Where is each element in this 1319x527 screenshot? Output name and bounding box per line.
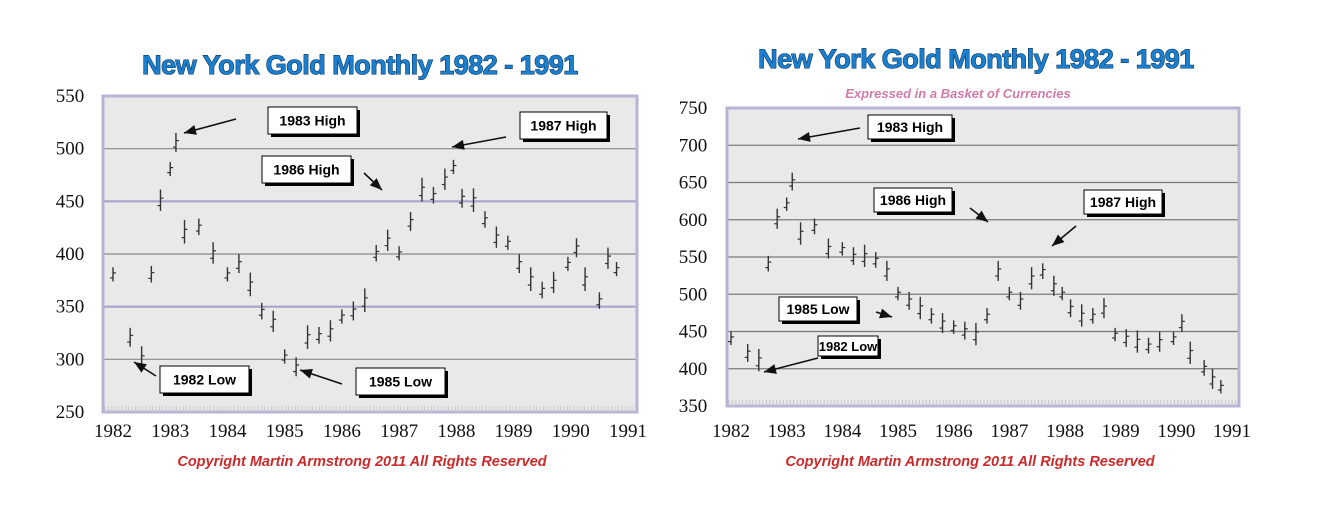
left-grid xyxy=(101,94,639,414)
annotation-box xyxy=(159,365,250,394)
annotation-label: 1982 Low xyxy=(173,372,236,388)
plot-frame xyxy=(725,106,1241,408)
right-annotations: 1983 High 1986 High 1987 High 1985 Low 1982 … xyxy=(763,114,1165,374)
x-tick-label: 1982 xyxy=(712,421,750,442)
right-chart-subtitle: Expressed in a Basket of Currencies xyxy=(845,86,1070,101)
x-tick-label: 1987 xyxy=(380,421,418,442)
annotation-box xyxy=(778,296,858,322)
x-tick-label: 1983 xyxy=(151,421,189,442)
x-tick-label: 1982 xyxy=(94,421,132,442)
x-tick-label: 1985 xyxy=(879,421,917,442)
annotation-label: 1987 High xyxy=(1090,194,1156,210)
right-copyright: Copyright Martin Armstrong 2011 All Righ… xyxy=(785,454,1155,470)
arrowhead-icon xyxy=(764,364,777,374)
left-y-axis: 550 500 450 400 350 300 250 xyxy=(56,86,85,423)
x-tick-label: 1985 xyxy=(266,421,304,442)
annotation-box xyxy=(867,114,953,140)
x-tick-label: 1984 xyxy=(823,421,862,442)
annotation-label: 1986 High xyxy=(273,162,339,178)
x-tick-label: 1989 xyxy=(1102,421,1140,442)
right-x-axis: 1982 1983 1984 1985 1986 1987 1988 1989 1990 1991 xyxy=(712,421,1251,442)
y-tick-label: 500 xyxy=(56,139,85,160)
y-tick-label: 700 xyxy=(679,135,708,156)
x-tick-label: 1986 xyxy=(323,421,361,442)
annotation-label: 1985 Low xyxy=(786,301,849,317)
x-tick-label: 1990 xyxy=(552,421,590,442)
x-tick-label: 1988 xyxy=(1046,421,1084,442)
right-price-bars xyxy=(728,172,1224,394)
annotation-label: 1982 Low xyxy=(819,339,878,354)
x-tick-label: 1986 xyxy=(935,421,973,442)
y-tick-label: 550 xyxy=(56,86,85,107)
annotation-box xyxy=(261,155,352,184)
left-copyright: Copyright Martin Armstrong 2011 All Righ… xyxy=(177,454,547,470)
right-chart: New York Gold Monthly 1982 - 1991 Expres… xyxy=(679,43,1251,470)
right-y-axis: 750 700 650 600 550 500 450 400 350 xyxy=(679,98,708,417)
left-chart: New York Gold Monthly 1982 - 1991 550 500… xyxy=(56,49,647,470)
y-tick-label: 450 xyxy=(56,191,85,212)
annotation-label: 1983 High xyxy=(877,119,943,135)
arrowhead-icon xyxy=(300,369,313,379)
annotation-label: 1985 Low xyxy=(369,374,432,390)
arrowhead-icon xyxy=(369,178,382,190)
arrowhead-icon xyxy=(452,139,465,150)
y-tick-label: 350 xyxy=(56,297,85,318)
annotation-box xyxy=(1083,189,1163,215)
x-tick-label: 1988 xyxy=(437,421,475,442)
annotation-label: 1983 High xyxy=(279,113,345,129)
y-tick-label: 550 xyxy=(679,247,708,268)
y-tick-label: 750 xyxy=(679,98,708,119)
annotation-box xyxy=(355,367,446,396)
x-tick-label: 1984 xyxy=(208,421,247,442)
arrowhead-icon xyxy=(798,131,811,142)
arrowhead-icon xyxy=(134,362,147,373)
y-tick-label: 300 xyxy=(56,349,85,370)
y-tick-label: 450 xyxy=(679,322,708,343)
x-tick-label: 1991 xyxy=(1213,421,1251,442)
x-tick-label: 1991 xyxy=(609,421,647,442)
arrowhead-icon xyxy=(184,125,197,135)
left-chart-title: New York Gold Monthly 1982 - 1991 xyxy=(142,50,578,80)
y-tick-label: 400 xyxy=(56,244,85,265)
x-tick-label: 1987 xyxy=(990,421,1028,442)
left-x-axis: 1982 1983 1984 1985 1986 1987 1988 1989 1990 1991 xyxy=(94,421,647,442)
arrowhead-icon xyxy=(975,210,988,222)
annotation-label: 1986 High xyxy=(880,192,946,208)
annotation-box xyxy=(267,106,358,135)
x-tick-label: 1989 xyxy=(495,421,533,442)
annotation-box xyxy=(519,111,608,140)
arrowhead-icon xyxy=(1052,234,1065,246)
arrowhead-icon xyxy=(879,308,892,319)
x-tick-label: 1983 xyxy=(768,421,806,442)
annotation-box xyxy=(873,187,953,213)
y-tick-label: 250 xyxy=(56,402,85,423)
left-price-bars xyxy=(110,132,620,377)
y-tick-label: 650 xyxy=(679,173,708,194)
y-tick-label: 600 xyxy=(679,210,708,231)
annotation-box xyxy=(817,335,879,357)
annotation-label: 1987 High xyxy=(530,118,596,134)
right-chart-title: New York Gold Monthly 1982 - 1991 xyxy=(758,44,1194,74)
y-tick-label: 350 xyxy=(679,396,708,417)
left-annotations: 1983 High 1987 High 1986 High 1982 Low 1985 … xyxy=(133,106,610,398)
x-tick-label: 1990 xyxy=(1157,421,1195,442)
y-tick-label: 400 xyxy=(679,359,708,380)
y-tick-label: 500 xyxy=(679,284,708,305)
